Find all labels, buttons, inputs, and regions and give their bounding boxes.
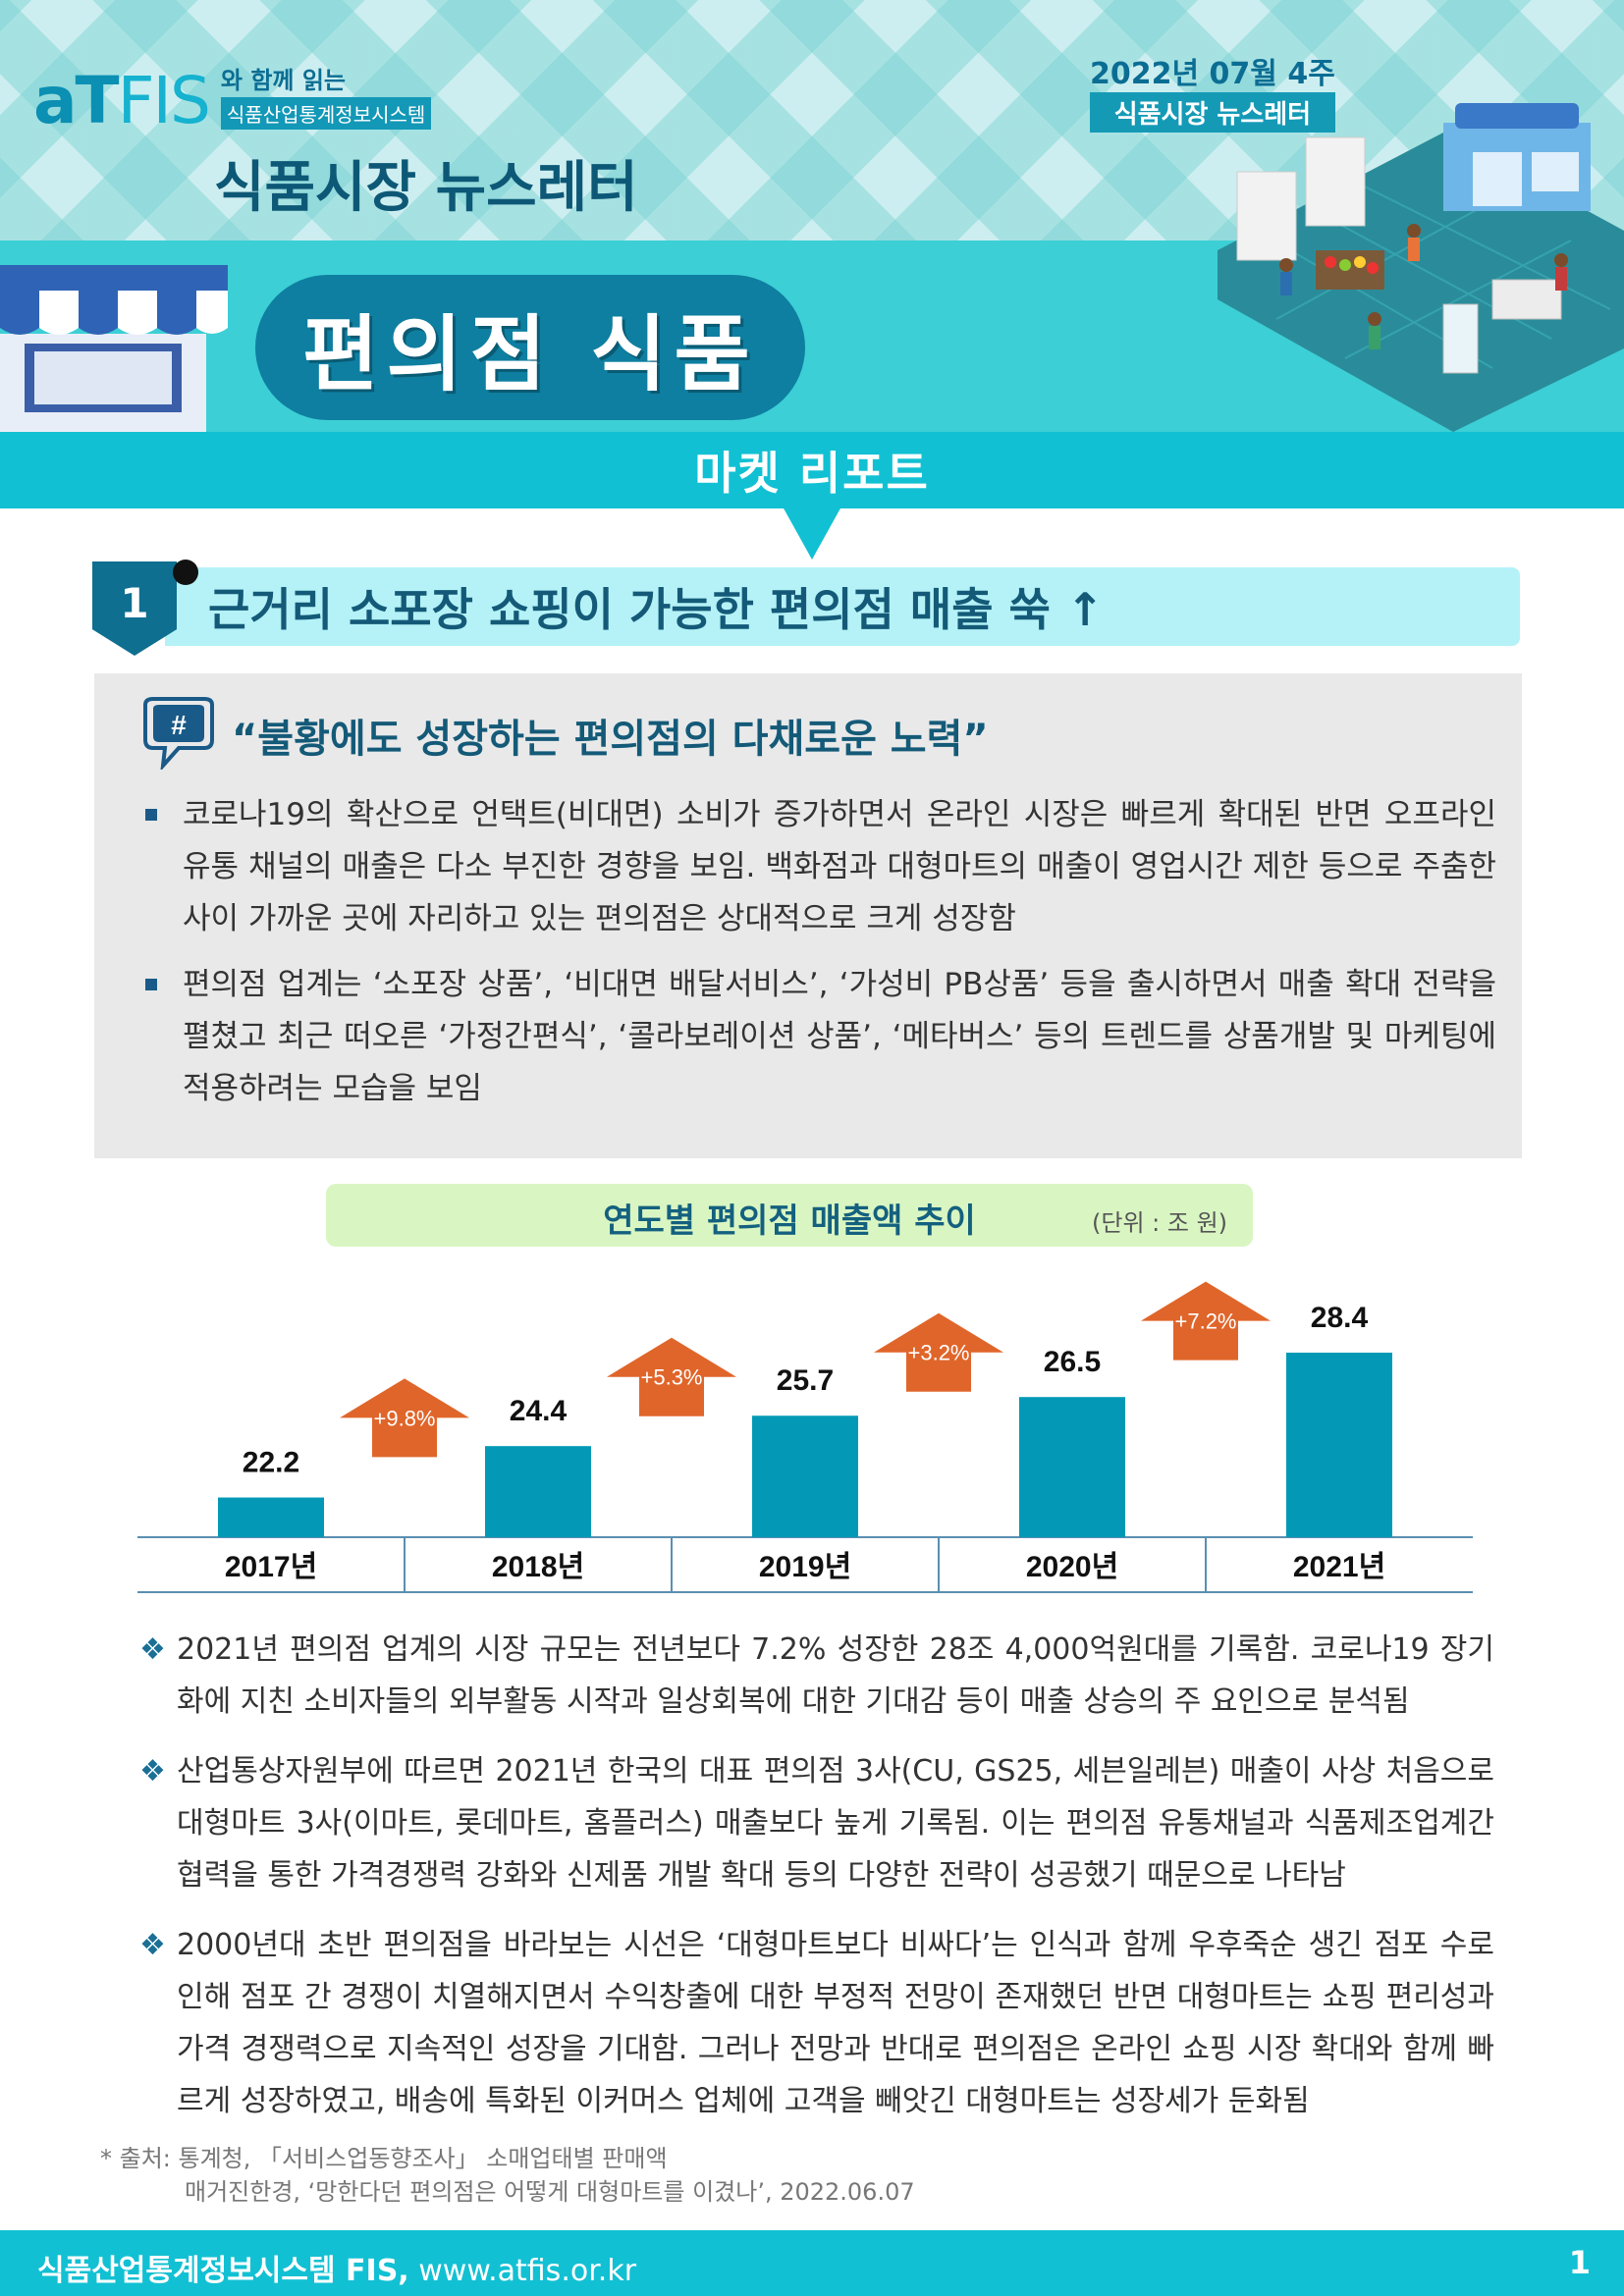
growth-label: +5.3% [641, 1365, 703, 1390]
growth-arrow [1141, 1281, 1271, 1361]
bar-value-label: 26.5 [1044, 1346, 1101, 1378]
main-title: 편의점 식품 [302, 305, 758, 402]
note-text: 2000년대 초반 편의점을 바라보는 시선은 ‘대형마트보다 비싸다’는 인식… [177, 1928, 1494, 2118]
note-text: 산업통상자원부에 따르면 2021년 한국의 대표 편의점 3사(CU, GS2… [177, 1754, 1494, 1893]
bar [485, 1446, 591, 1537]
storefront-icon [0, 265, 228, 432]
bar-value-label: 28.4 [1311, 1302, 1369, 1334]
note-item: ❖ 2000년대 초반 편의점을 바라보는 시선은 ‘대형마트보다 비싸다’는 … [139, 1919, 1494, 2127]
logo-subtitle-line1: 와 함께 읽는 [220, 67, 347, 94]
issue-badge: 식품시장 뉴스레터 [1090, 92, 1335, 133]
x-tick-label: 2017년 [225, 1551, 317, 1583]
logo-subtitle: 와 함께 읽는 식품산업통계정보시스템 [220, 61, 432, 130]
x-tick-label: 2018년 [492, 1551, 584, 1583]
summary-quote: “불황에도 성장하는 편의점의 다채로운 노력” [232, 717, 989, 762]
bar [752, 1415, 858, 1537]
note-bullet-icon: ❖ [139, 1928, 166, 1962]
footer-org-name: 식품산업통계정보시스템 FIS, [37, 2254, 409, 2288]
speech-bubble-hash-icon: # [143, 697, 214, 770]
report-bar: 마켓 리포트 [0, 432, 1624, 508]
issue-date: 2022년 07월 4주 [1090, 57, 1335, 91]
summary-bullet: 편의점 업계는 ‘소포장 상품’, ‘비대면 배달서비스’, ‘가성비 PB상품… [141, 959, 1496, 1115]
note-item: ❖ 2021년 편의점 업계의 시장 규모는 전년보다 7.2% 성장한 28조… [139, 1624, 1494, 1728]
bar [1286, 1352, 1392, 1537]
footer-bar: 식품산업통계정보시스템 FIS, www.atfis.or.kr 1 [0, 2230, 1624, 2296]
logo-fis: FIS [117, 63, 211, 138]
report-arrow [783, 507, 841, 560]
note-item: ❖ 산업통상자원부에 따르면 2021년 한국의 대표 편의점 3사(CU, G… [139, 1745, 1494, 1901]
main-title-pill: 편의점 식품 [255, 275, 805, 420]
summary-bullet: 코로나19의 확산으로 언택트(비대면) 소비가 증가하면서 온라인 시장은 빠… [141, 789, 1496, 945]
source-line-2: 매거진한경, ‘망한다던 편의점은 어떻게 대형마트를 이겼나’, 2022.0… [185, 2178, 915, 2206]
sales-bar-chart: 22.2 2017년 24.4 2018년 25.7 2019년 26.5 2020년 28.4… [137, 1281, 1473, 1593]
x-tick-label: 2020년 [1026, 1551, 1118, 1583]
x-tick-label: 2021년 [1293, 1551, 1385, 1583]
convenience-store-illustration [1218, 103, 1624, 432]
chart-unit: (단위 : 조 원) [1092, 1209, 1228, 1237]
issue-date-box: 2022년 07월 4주 식품시장 뉴스레터 [1090, 49, 1335, 133]
bar-value-label: 24.4 [510, 1395, 568, 1427]
footer-org: 식품산업통계정보시스템 FIS, www.atfis.or.kr [37, 2246, 636, 2289]
section-number: 1 [120, 578, 149, 627]
notes-list: ❖ 2021년 편의점 업계의 시장 규모는 전년보다 7.2% 성장한 28조… [139, 1624, 1494, 2145]
source-citation: * 출처: 통계청, 「서비스업동향조사」 소매업태별 판매액 매거진한경, ‘… [100, 2142, 915, 2209]
header-background [0, 0, 1624, 240]
growth-label: +7.2% [1175, 1309, 1237, 1334]
source-line-1: * 출처: 통계청, 「서비스업동향조사」 소매업태별 판매액 [100, 2145, 668, 2172]
bar [1019, 1397, 1125, 1537]
logo-wordmark: aTFIS [33, 69, 211, 133]
footer-url-link[interactable]: www.atfis.or.kr [418, 2254, 637, 2288]
section-dot-icon [173, 560, 198, 585]
growth-arrow [874, 1312, 1003, 1392]
growth-label: +9.8% [374, 1406, 436, 1430]
chart-title: 연도별 편의점 매출액 추이 [603, 1201, 976, 1241]
report-label: 마켓 리포트 [694, 447, 930, 500]
quote-icon-glyph: # [171, 710, 187, 740]
logo-subtitle-line2: 식품산업통계정보시스템 [220, 97, 432, 130]
atfis-logo: aTFIS 와 함께 읽는 식품산업통계정보시스템 [33, 61, 432, 133]
x-tick-label: 2019년 [759, 1551, 851, 1583]
bar-value-label: 22.2 [243, 1447, 299, 1479]
bar [218, 1497, 324, 1537]
chart-title-box: 연도별 편의점 매출액 추이 (단위 : 조 원) [326, 1184, 1253, 1247]
growth-arrow [340, 1378, 469, 1458]
note-bullet-icon: ❖ [139, 1632, 166, 1667]
growth-label: +3.2% [908, 1341, 970, 1365]
summary-box: # “불황에도 성장하는 편의점의 다채로운 노력” 코로나19의 확산으로 언… [94, 673, 1522, 1158]
bar-value-label: 25.7 [777, 1364, 834, 1397]
growth-arrow [607, 1337, 736, 1416]
page-number: 1 [1568, 2244, 1591, 2281]
logo-at: aT [33, 63, 120, 138]
note-text: 2021년 편의점 업계의 시장 규모는 전년보다 7.2% 성장한 28조 4… [177, 1632, 1494, 1719]
newsletter-title: 식품시장 뉴스레터 [214, 156, 638, 220]
section-heading: 근거리 소포장 쇼핑이 가능한 편의점 매출 쑥 ↑ [165, 567, 1520, 646]
note-bullet-icon: ❖ [139, 1754, 166, 1789]
summary-bullets: 코로나19의 확산으로 언택트(비대면) 소비가 증가하면서 온라인 시장은 빠… [141, 789, 1496, 1129]
section-title: 근거리 소포장 쇼핑이 가능한 편의점 매출 쑥 ↑ [208, 583, 1105, 636]
